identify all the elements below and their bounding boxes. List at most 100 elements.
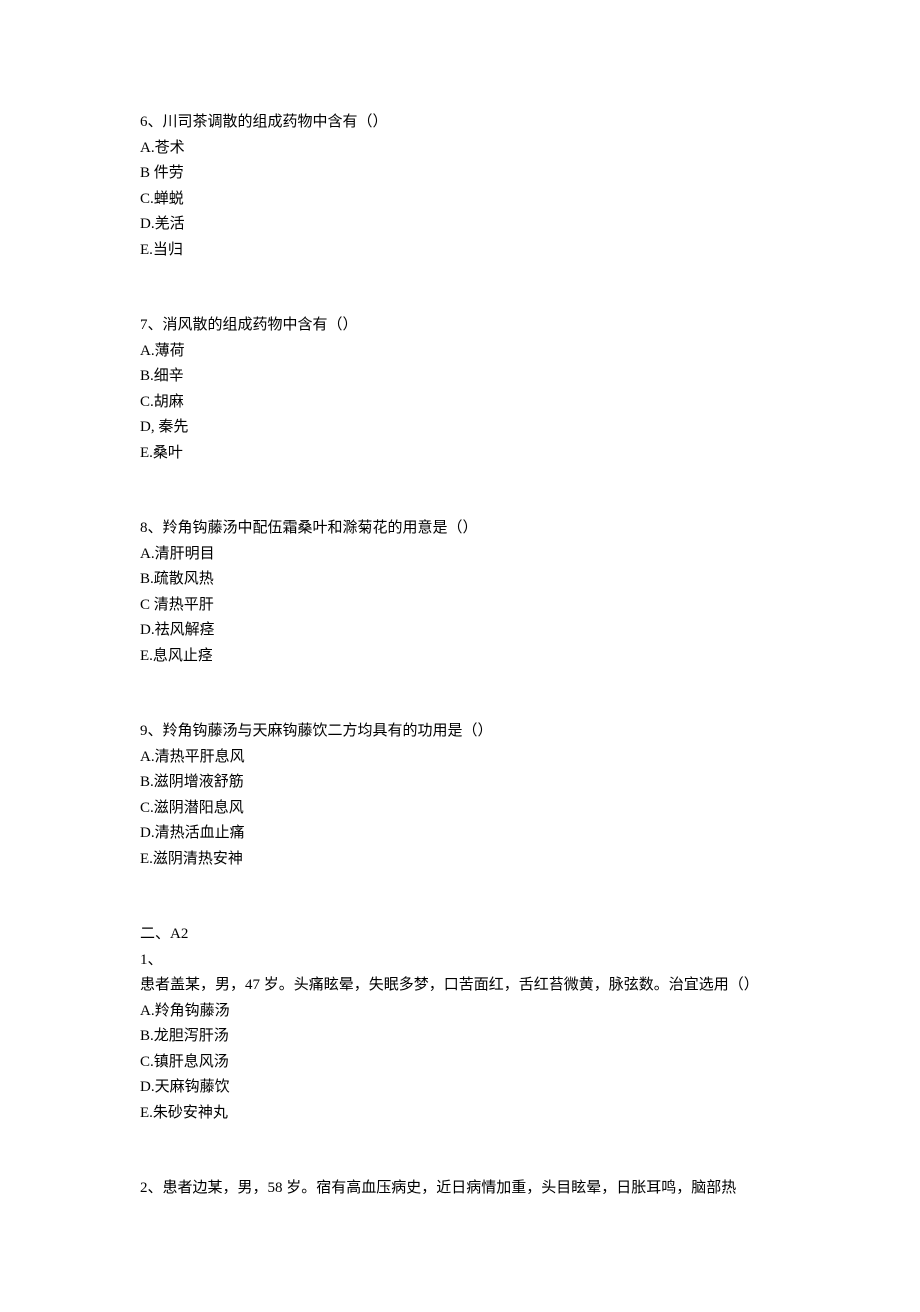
question-number: 2、 <box>140 1180 163 1196</box>
option-text: 疏散风热 <box>154 571 214 587</box>
option-e: E.朱砂安神丸 <box>140 1101 780 1127</box>
option-label: E. <box>140 1105 153 1121</box>
option-label: A. <box>140 343 155 359</box>
option-b: B.细辛 <box>140 364 780 390</box>
question-body: 患者边某，男，58 岁。宿有高血压病史，近日病情加重，头目眩晕，日胀耳鸣，脑部热 <box>163 1180 737 1196</box>
option-c: C.镇肝息风汤 <box>140 1050 780 1076</box>
question-body: 患者盖某，男，47 岁。头痛眩晕，失眠多梦，口苦面红，舌红苔微黄，脉弦数。治宜选… <box>140 977 759 993</box>
option-text: 件劳 <box>150 165 184 181</box>
option-label: A. <box>140 546 155 562</box>
question-8: 8、羚角钩藤汤中配伍霜桑叶和滁菊花的用意是（） A.清肝明目 B.疏散风热 C … <box>140 516 780 669</box>
question-9: 9、羚角钩藤汤与天麻钩藤饮二方均具有的功用是（） A.清热平肝息风 B.滋阴增液… <box>140 719 780 872</box>
option-text: 朱砂安神丸 <box>153 1105 228 1121</box>
option-b: B 件劳 <box>140 161 780 187</box>
option-d: D.祛风解痉 <box>140 618 780 644</box>
question-text: 8、羚角钩藤汤中配伍霜桑叶和滁菊花的用意是（） <box>140 516 780 542</box>
question-body: 羚角钩藤汤与天麻钩藤饮二方均具有的功用是（） <box>163 723 493 739</box>
option-label: B. <box>140 774 154 790</box>
option-text: 清热平肝 <box>150 597 214 613</box>
option-label: E. <box>140 445 153 461</box>
option-text: 苍术 <box>155 140 185 156</box>
option-label: B. <box>140 1028 154 1044</box>
option-b: B.疏散风热 <box>140 567 780 593</box>
option-a: A.羚角钩藤汤 <box>140 999 780 1025</box>
question-7: 7、消风散的组成药物中含有（） A.薄荷 B.细辛 C.胡麻 D, 秦先 E.桑… <box>140 313 780 466</box>
option-c: C.蝉蜕 <box>140 187 780 213</box>
option-label: C. <box>140 191 154 207</box>
option-text: 羚角钩藤汤 <box>155 1003 230 1019</box>
question-2-partial: 2、患者边某，男，58 岁。宿有高血压病史，近日病情加重，头目眩晕，日胀耳鸣，脑… <box>140 1176 780 1202</box>
question-text: 7、消风散的组成药物中含有（） <box>140 313 780 339</box>
option-text: 滋阴清热安神 <box>153 851 243 867</box>
option-c: C.胡麻 <box>140 390 780 416</box>
option-a: A.清肝明目 <box>140 542 780 568</box>
option-text: 天麻钩藤饮 <box>155 1079 230 1095</box>
option-text: 蝉蜕 <box>154 191 184 207</box>
option-text: 龙胆泻肝汤 <box>154 1028 229 1044</box>
section-2: 二、A2 1、患者盖某，男，47 岁。头痛眩晕，失眠多梦，口苦面红，舌红苔微黄，… <box>140 922 780 1126</box>
question-body: 羚角钩藤汤中配伍霜桑叶和滁菊花的用意是（） <box>163 520 478 536</box>
option-a: A.薄荷 <box>140 339 780 365</box>
option-text: 息风止痉 <box>153 648 213 664</box>
option-text: 当归 <box>153 242 183 258</box>
option-label: E. <box>140 242 153 258</box>
option-d: D.羌活 <box>140 212 780 238</box>
option-label: D, <box>140 419 155 435</box>
option-text: 羌活 <box>155 216 185 232</box>
option-text: 细辛 <box>154 368 184 384</box>
question-number: 9、 <box>140 723 163 739</box>
question-text: 6、川司茶调散的组成药物中含有（） <box>140 110 780 136</box>
option-text: 秦先 <box>155 419 189 435</box>
option-d: D.清热活血止痛 <box>140 821 780 847</box>
option-c: C 清热平肝 <box>140 593 780 619</box>
option-label: E. <box>140 851 153 867</box>
option-e: E.当归 <box>140 238 780 264</box>
question-text: 1、患者盖某，男，47 岁。头痛眩晕，失眠多梦，口苦面红，舌红苔微黄，脉弦数。治… <box>140 948 780 999</box>
option-label: B. <box>140 368 154 384</box>
question-number: 7、 <box>140 317 163 333</box>
option-label: C. <box>140 394 154 410</box>
option-label: D. <box>140 622 155 638</box>
option-e: E.桑叶 <box>140 441 780 467</box>
option-e: E.滋阴清热安神 <box>140 847 780 873</box>
option-label: D. <box>140 1079 155 1095</box>
question-number: 1、 <box>140 952 163 968</box>
section-heading: 二、A2 <box>140 922 780 948</box>
option-d: D, 秦先 <box>140 415 780 441</box>
option-label: B. <box>140 571 154 587</box>
option-b: B.滋阴增液舒筋 <box>140 770 780 796</box>
option-b: B.龙胆泻肝汤 <box>140 1024 780 1050</box>
option-text: 清肝明目 <box>155 546 215 562</box>
question-text: 2、患者边某，男，58 岁。宿有高血压病史，近日病情加重，头目眩晕，日胀耳鸣，脑… <box>140 1176 780 1202</box>
option-label: C. <box>140 1054 154 1070</box>
option-d: D.天麻钩藤饮 <box>140 1075 780 1101</box>
option-text: 滋阴增液舒筋 <box>154 774 244 790</box>
option-c: C.滋阴潜阳息风 <box>140 796 780 822</box>
question-number: 6、 <box>140 114 163 130</box>
option-text: 滋阴潜阳息风 <box>154 800 244 816</box>
option-label: C. <box>140 800 154 816</box>
question-number: 8、 <box>140 520 163 536</box>
option-label: C <box>140 597 150 613</box>
option-label: E. <box>140 648 153 664</box>
question-6: 6、川司茶调散的组成药物中含有（） A.苍术 B 件劳 C.蝉蜕 D.羌活 E.… <box>140 110 780 263</box>
option-text: 镇肝息风汤 <box>154 1054 229 1070</box>
option-label: D. <box>140 825 155 841</box>
question-body: 川司茶调散的组成药物中含有（） <box>163 114 388 130</box>
option-text: 清热平肝息风 <box>155 749 245 765</box>
option-label: B <box>140 165 150 181</box>
option-label: D. <box>140 216 155 232</box>
option-text: 胡麻 <box>154 394 184 410</box>
option-text: 祛风解痉 <box>155 622 215 638</box>
option-e: E.息风止痉 <box>140 644 780 670</box>
question-body: 消风散的组成药物中含有（） <box>163 317 358 333</box>
question-text: 9、羚角钩藤汤与天麻钩藤饮二方均具有的功用是（） <box>140 719 780 745</box>
option-label: A. <box>140 749 155 765</box>
option-label: A. <box>140 1003 155 1019</box>
option-a: A.清热平肝息风 <box>140 745 780 771</box>
option-text: 薄荷 <box>155 343 185 359</box>
option-a: A.苍术 <box>140 136 780 162</box>
option-text: 清热活血止痛 <box>155 825 245 841</box>
option-label: A. <box>140 140 155 156</box>
option-text: 桑叶 <box>153 445 183 461</box>
